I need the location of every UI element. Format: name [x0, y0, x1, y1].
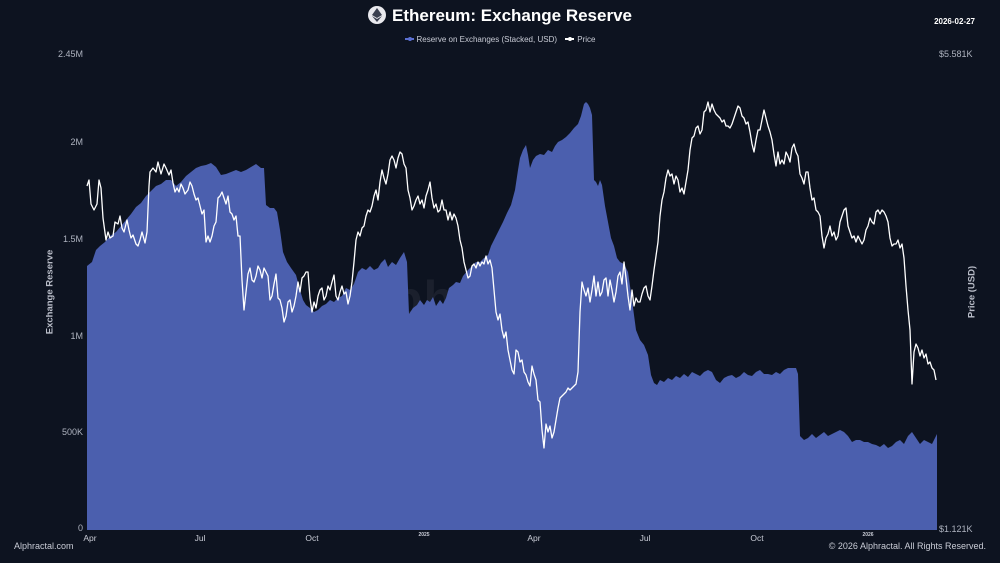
x-tick: Jul: [639, 533, 651, 543]
x-tick: Apr: [527, 533, 541, 543]
x-tick: Jul: [194, 533, 206, 543]
title-text: Ethereum: Exchange Reserve: [392, 6, 632, 25]
y-axis-label-left: Exchange Reserve: [44, 249, 56, 335]
x-tick: Oct: [750, 533, 764, 543]
y-axis-label-right: Price (USD): [966, 265, 978, 319]
price-line: [86, 101, 937, 449]
x-tick-year: 2026: [862, 532, 874, 538]
ethereum-icon: [368, 6, 386, 24]
date-label: 2026-02-27: [934, 17, 975, 26]
y-tick-left: 1M: [70, 331, 83, 341]
reserve-area: [87, 102, 937, 530]
legend-item-reserve[interactable]: Reserve on Exchanges (Stacked, USD): [404, 35, 557, 44]
chart-title: Ethereum: Exchange Reserve: [0, 6, 1000, 26]
legend-item-price[interactable]: Price: [565, 35, 595, 44]
y-tick-left: 2.45M: [57, 49, 83, 59]
x-tick-year: 2025: [418, 532, 430, 538]
x-tick: Apr: [83, 533, 97, 543]
footer-site: Alphractal.com: [14, 541, 74, 551]
footer-copyright: © 2026 Alphractal. All Rights Reserved.: [828, 541, 986, 551]
y-tick-left: 2M: [70, 137, 83, 147]
y-tick-left: 0: [77, 523, 83, 533]
legend-marker-icon: [404, 36, 414, 41]
y-tick-right: $5.581K: [939, 49, 973, 59]
legend-marker-icon: [565, 36, 575, 41]
y-tick-right: $1.121K: [939, 524, 973, 534]
legend: Reserve on Exchanges (Stacked, USD) Pric…: [0, 35, 1000, 44]
y-tick-left: 1.5M: [62, 234, 83, 244]
x-tick: Oct: [305, 533, 319, 543]
y-tick-left: 500K: [61, 427, 83, 437]
